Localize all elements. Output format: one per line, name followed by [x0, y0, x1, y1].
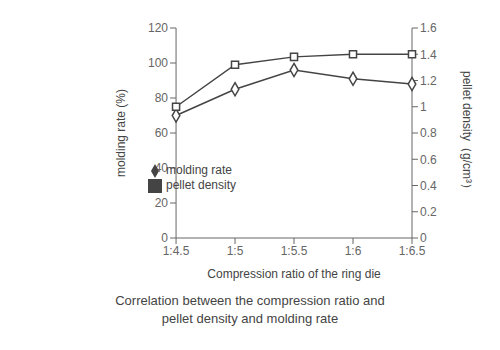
svg-text:0.8: 0.8: [420, 126, 437, 140]
svg-text:20: 20: [155, 196, 169, 210]
svg-text:80: 80: [155, 91, 169, 105]
svg-text:100: 100: [148, 56, 168, 70]
svg-text:40: 40: [155, 161, 169, 175]
svg-text:0: 0: [161, 231, 168, 245]
svg-text:Compression ratio of the ring: Compression ratio of the ring die: [207, 267, 381, 281]
html-text:Correlation between the compre: Correlation between the compression rati…: [115, 293, 385, 308]
svg-text:1:5.5: 1:5.5: [281, 244, 308, 258]
svg-text:1.6: 1.6: [420, 21, 437, 35]
svg-text:1.2: 1.2: [420, 74, 437, 88]
svg-text:1:6: 1:6: [345, 244, 362, 258]
svg-text:0.2: 0.2: [420, 205, 437, 219]
svg-text:pellet density（g/cm³）: pellet density（g/cm³）: [460, 71, 474, 195]
svg-text:60: 60: [155, 126, 169, 140]
html-text:molding rate: molding rate: [166, 163, 232, 177]
svg-text:0.4: 0.4: [420, 179, 437, 193]
svg-text:1.4: 1.4: [420, 48, 437, 62]
html-text:pellet density and molding rat: pellet density and molding rate: [161, 311, 339, 326]
svg-text:1: 1: [420, 100, 427, 114]
svg-text:0.6: 0.6: [420, 153, 437, 167]
svg-text:1:5: 1:5: [227, 244, 244, 258]
svg-text:0: 0: [420, 231, 427, 245]
svg-text:120: 120: [148, 21, 168, 35]
svg-text:1:6.5: 1:6.5: [399, 244, 426, 258]
html-text:pellet density: pellet density: [166, 177, 236, 192]
svg-text:1:4.5: 1:4.5: [163, 244, 190, 258]
svg-text:molding rate (%): molding rate (%): [114, 89, 128, 177]
